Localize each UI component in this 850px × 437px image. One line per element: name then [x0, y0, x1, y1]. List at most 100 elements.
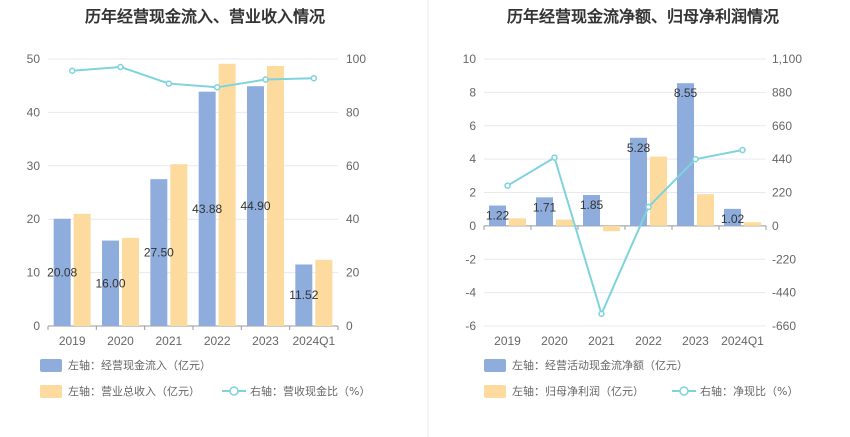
data-label: 5.28 [627, 141, 651, 155]
bar-secondary [267, 65, 284, 326]
y-left-tick-label: 2 [469, 186, 476, 200]
bar-primary [198, 91, 216, 326]
bar-secondary [73, 213, 91, 326]
bar-primary [247, 86, 264, 326]
bar-secondary [170, 164, 188, 326]
y-left-tick-label: 6 [469, 119, 476, 133]
x-tick-label: 2023 [252, 334, 279, 348]
chart-panel-cash-inflow-revenue: 历年经营现金流入、营业收入情况 0 10 20 30 40 50 0 20 40 60 80 100 20… [27, 7, 370, 398]
x-tick-label: 2022 [204, 334, 231, 348]
data-label: 27.50 [144, 246, 174, 260]
y-right-tick-label: -440 [772, 286, 796, 300]
chart-panel-net-cash-profit: 历年经营现金流净额、归母净利润情况 -6 -4 -2 0 2 4 6 8 10 -660 -440 -2… [463, 7, 802, 398]
x-tick-label: 2019 [494, 334, 521, 348]
ratio-line [72, 65, 314, 89]
ratio-line [506, 149, 743, 317]
ratio-point [692, 155, 699, 163]
chart-title: 历年经营现金流净额、归母净利润情况 [507, 7, 779, 26]
ratio-point [262, 76, 269, 83]
y-right-tick-label: 880 [772, 85, 792, 99]
legend-swatch [484, 359, 506, 372]
legend-swatch-dot [229, 386, 239, 396]
legend-label: 左轴：营业总收入（亿元） [68, 384, 200, 398]
data-label: 1.22 [486, 209, 510, 223]
y-left-tick-label: -6 [465, 319, 476, 333]
legend-label: 左轴：经营活动现金流净额（亿元） [512, 358, 688, 372]
bar-primary [630, 137, 647, 226]
legend-label: 右轴：净现比（%） [700, 384, 798, 398]
bar-secondary [650, 156, 667, 226]
y-right-tick-label: 20 [346, 266, 360, 280]
bar-secondary [315, 259, 333, 326]
ratio-point [645, 203, 652, 211]
legend-swatch [40, 385, 62, 398]
bar-secondary [603, 225, 620, 232]
data-label: 1.85 [580, 198, 604, 212]
bar-primary [53, 218, 71, 326]
bar-primary [677, 83, 694, 226]
y-right-tick-label: 40 [346, 212, 360, 226]
data-label: 11.52 [289, 288, 318, 302]
legend-label: 左轴：经营现金流入（亿元） [68, 358, 211, 372]
y-right-tick-label: 0 [346, 319, 353, 333]
ratio-point [310, 74, 318, 82]
ratio-point [504, 182, 511, 189]
legend-label: 左轴：归母净利润（亿元） [512, 384, 644, 398]
y-right-tick-label: 440 [772, 152, 792, 166]
bar-primary [724, 208, 741, 226]
bar-primary [489, 205, 506, 226]
x-tick-label: 2020 [541, 334, 568, 348]
ratio-point [213, 84, 221, 91]
y-left-tick-label: 4 [469, 152, 476, 166]
bar-secondary [556, 219, 573, 226]
ratio-point [739, 146, 746, 154]
x-tick-label: 2024Q1 [721, 334, 764, 348]
y-right-tick-label: 80 [346, 105, 360, 119]
legend-swatch [40, 359, 62, 372]
x-tick-label: 2019 [59, 334, 86, 348]
bar-secondary [122, 237, 139, 326]
y-right-tick-label: 100 [346, 52, 366, 66]
bar-primary [102, 240, 119, 326]
y-left-tick-label: 10 [463, 52, 477, 66]
y-left-tick-label: -4 [465, 286, 476, 300]
y-right-tick-label: 660 [772, 119, 792, 133]
data-label: 1.02 [721, 212, 745, 226]
x-tick-label: 2021 [155, 334, 182, 348]
data-label: 8.55 [674, 86, 698, 100]
data-label: 44.90 [240, 199, 270, 213]
legend-label: 右轴：营收现金比（%） [250, 384, 370, 398]
bar-secondary [744, 222, 761, 226]
legend-swatch [484, 385, 506, 398]
y-left-tick-label: 0 [33, 319, 40, 333]
ratio-point [117, 63, 124, 71]
legend-swatch-dot [679, 386, 689, 396]
y-left-tick-label: 8 [469, 85, 476, 99]
bar-secondary [218, 63, 236, 326]
y-right-tick-label: -220 [772, 252, 796, 266]
y-left-tick-label: -2 [465, 252, 476, 266]
y-right-tick-label: 1,100 [772, 52, 802, 66]
data-label: 43.88 [192, 202, 222, 216]
chart-title: 历年经营现金流入、营业收入情况 [85, 7, 325, 26]
x-tick-label: 2024Q1 [292, 334, 335, 348]
y-left-tick-label: 30 [27, 159, 41, 173]
y-left-tick-label: 20 [27, 212, 41, 226]
x-tick-label: 2021 [588, 334, 615, 348]
y-left-tick-label: 0 [469, 219, 476, 233]
y-left-tick-label: 10 [27, 266, 41, 280]
y-right-tick-label: -660 [772, 319, 796, 333]
ratio-point [598, 310, 605, 318]
data-label: 16.00 [95, 276, 125, 290]
bar-primary [583, 195, 600, 226]
x-tick-label: 2020 [107, 334, 134, 348]
bar-primary [150, 179, 168, 326]
bar-secondary [509, 218, 526, 226]
x-tick-label: 2022 [635, 334, 662, 348]
data-label: 20.08 [47, 265, 77, 279]
bar-primary [536, 197, 553, 226]
bar-secondary [697, 194, 714, 226]
data-label: 1.71 [533, 200, 557, 214]
